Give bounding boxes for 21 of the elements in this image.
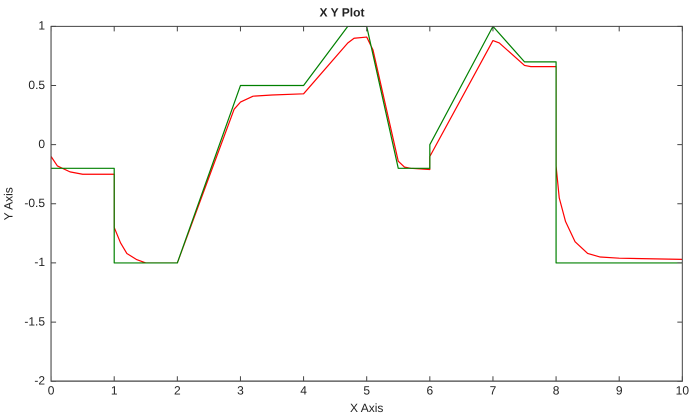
x-tick-label: 10 xyxy=(676,384,690,398)
chart-title: X Y Plot xyxy=(320,6,364,20)
y-tick-label: -0.5 xyxy=(24,196,46,210)
x-tick-label: 7 xyxy=(490,384,497,398)
y-tick-label: -1 xyxy=(34,255,46,270)
x-tick-label: 8 xyxy=(552,384,560,398)
y-tick-label: 0.5 xyxy=(28,78,46,92)
y-tick-label: -1.5 xyxy=(24,314,46,328)
x-tick-label: 1 xyxy=(110,384,118,398)
y-tick-label: 0 xyxy=(38,136,46,151)
x-tick-label: 4 xyxy=(300,384,308,398)
x-tick-label: 2 xyxy=(174,384,181,398)
x-axis-title: X Axis xyxy=(350,401,384,416)
x-tick-label: 0 xyxy=(48,384,55,398)
y-tick-label: -2 xyxy=(34,374,46,388)
x-tick-label: 9 xyxy=(616,384,623,398)
y-axis-title: Y Axis xyxy=(2,187,16,220)
x-tick-label: 5 xyxy=(363,384,370,398)
y-tick-label: 1 xyxy=(38,18,46,33)
x-tick-label: 3 xyxy=(237,384,244,398)
x-tick-label: 6 xyxy=(426,384,434,398)
